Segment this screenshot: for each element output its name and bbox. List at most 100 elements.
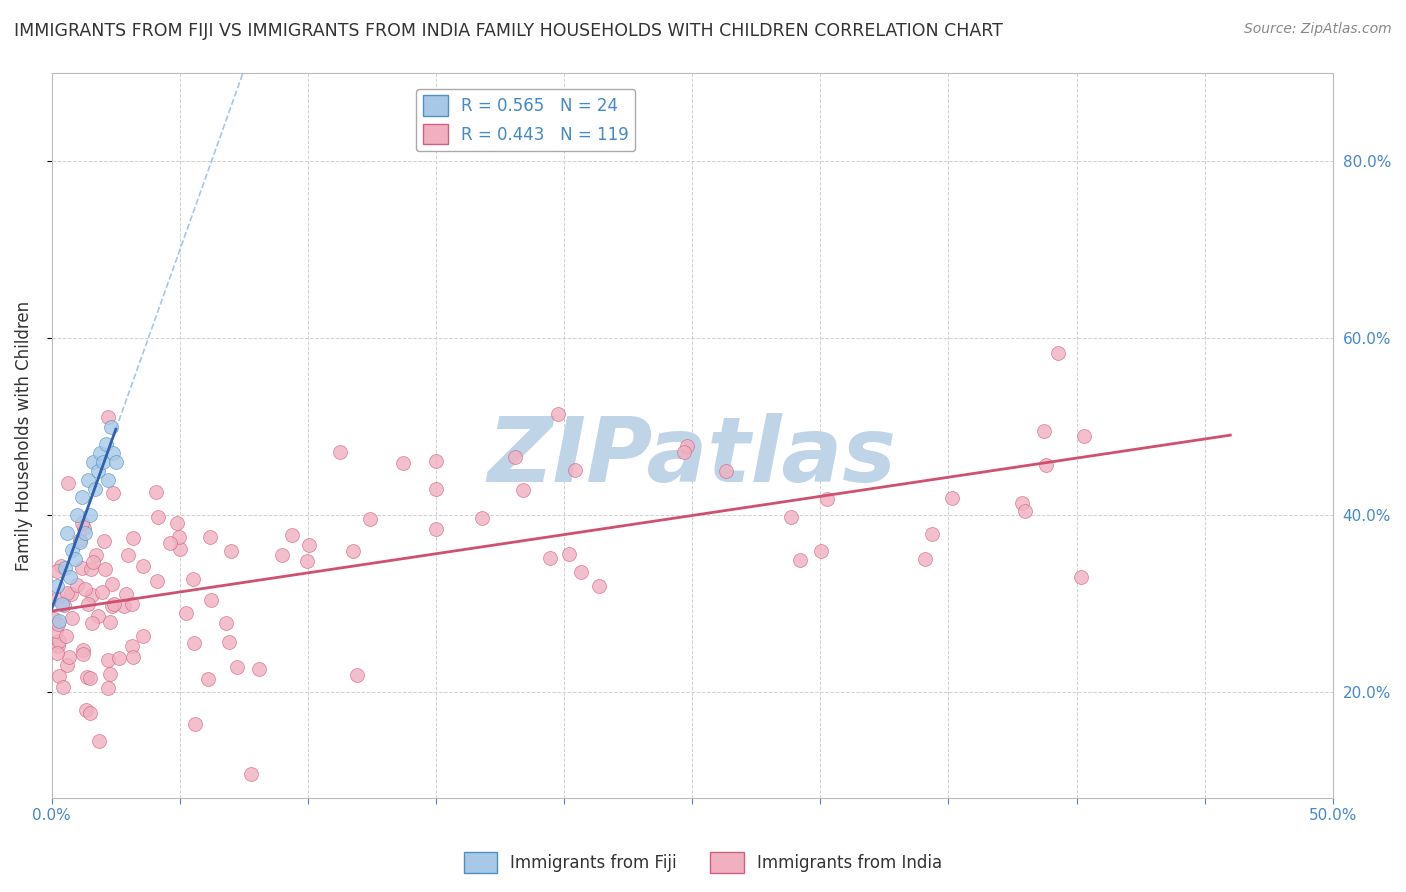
Point — [75, 703, 97, 717]
Point — [167, 530, 190, 544]
Point — [76, 473, 98, 487]
Point — [94, 562, 117, 576]
Point — [86, 548, 108, 562]
Point — [59, 587, 82, 601]
Point — [100, 576, 122, 591]
Point — [58, 650, 80, 665]
Point — [121, 597, 143, 611]
Point — [55, 629, 77, 643]
Point — [52, 598, 75, 612]
Point — [1014, 504, 1036, 518]
Point — [48, 669, 70, 683]
Point — [72, 643, 94, 657]
Point — [169, 541, 191, 556]
Point — [1032, 424, 1054, 438]
Point — [63, 552, 86, 566]
Point — [218, 635, 240, 649]
Point — [108, 651, 131, 665]
Point — [69, 534, 91, 549]
Point — [174, 607, 197, 621]
Point — [359, 512, 381, 526]
Point — [941, 491, 963, 506]
Point — [471, 510, 494, 524]
Point — [56, 658, 79, 673]
Point — [121, 639, 143, 653]
Point — [82, 588, 104, 602]
Point — [346, 668, 368, 682]
Point — [45, 579, 67, 593]
Point — [146, 574, 169, 588]
Point — [914, 551, 936, 566]
Point — [673, 444, 696, 458]
Point — [295, 553, 318, 567]
Point — [112, 599, 135, 614]
Point — [56, 525, 79, 540]
Point — [1035, 458, 1057, 472]
Point — [271, 548, 294, 562]
Point — [97, 653, 120, 667]
Point — [44, 612, 66, 626]
Point — [132, 558, 155, 573]
Point — [219, 544, 242, 558]
Point — [79, 508, 101, 522]
Point — [82, 615, 104, 630]
Point — [46, 591, 69, 606]
Point — [101, 599, 124, 614]
Point — [779, 510, 801, 524]
Point — [391, 456, 413, 470]
Text: IMMIGRANTS FROM FIJI VS IMMIGRANTS FROM INDIA FAMILY HOUSEHOLDS WITH CHILDREN CO: IMMIGRANTS FROM FIJI VS IMMIGRANTS FROM … — [14, 22, 1002, 40]
Point — [73, 521, 96, 535]
Point — [97, 681, 120, 695]
Point — [569, 565, 592, 579]
Point — [91, 455, 114, 469]
Point — [342, 543, 364, 558]
Point — [198, 530, 221, 544]
Point — [93, 534, 115, 549]
Point — [810, 543, 832, 558]
Point — [503, 450, 526, 464]
Point — [329, 444, 352, 458]
Point — [281, 528, 304, 542]
Point — [48, 614, 70, 628]
Point — [104, 455, 127, 469]
Point — [103, 597, 125, 611]
Point — [73, 525, 96, 540]
Point — [82, 455, 104, 469]
Point — [1073, 429, 1095, 443]
Point — [84, 482, 107, 496]
Point — [44, 624, 66, 639]
Point — [66, 578, 89, 592]
Point — [52, 680, 75, 694]
Point — [815, 491, 838, 506]
Point — [80, 562, 103, 576]
Point — [70, 516, 93, 530]
Point — [425, 482, 447, 496]
Point — [146, 510, 169, 524]
Point — [197, 673, 219, 687]
Point — [714, 464, 737, 478]
Point — [79, 706, 101, 720]
Point — [103, 485, 125, 500]
Point — [66, 508, 89, 522]
Point — [425, 522, 447, 536]
Point — [214, 616, 236, 631]
Point — [51, 597, 73, 611]
Point — [98, 666, 121, 681]
Point — [425, 454, 447, 468]
Point — [69, 533, 91, 547]
Point — [181, 572, 204, 586]
Point — [921, 527, 943, 541]
Point — [46, 617, 69, 632]
Point — [60, 611, 83, 625]
Point — [87, 733, 110, 747]
Point — [676, 439, 699, 453]
Point — [103, 446, 125, 460]
Point — [1070, 570, 1092, 584]
Point — [76, 597, 98, 611]
Point — [240, 767, 263, 781]
Point — [298, 538, 321, 552]
Point — [100, 419, 122, 434]
Point — [1047, 346, 1070, 360]
Point — [132, 629, 155, 643]
Point — [89, 446, 111, 460]
